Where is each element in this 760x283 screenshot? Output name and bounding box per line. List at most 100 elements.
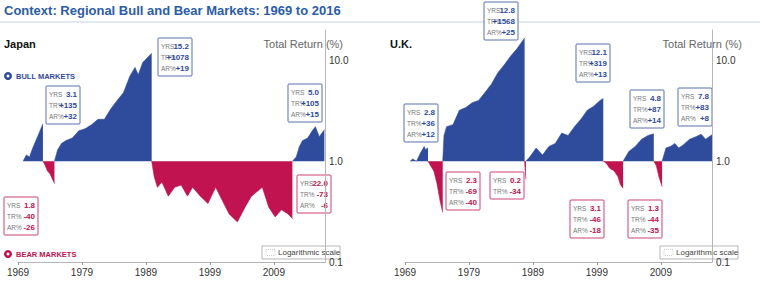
svg-text:0.2: 0.2 [510, 176, 522, 185]
svg-text:-26: -26 [23, 223, 35, 232]
svg-text:10.0: 10.0 [716, 55, 736, 66]
svg-text:1969: 1969 [394, 267, 417, 278]
svg-text:+105: +105 [301, 99, 320, 108]
svg-text:Context: Regional Bull and Bea: Context: Regional Bull and Bear Markets:… [4, 3, 341, 18]
svg-text:-46: -46 [589, 215, 601, 224]
svg-text:15.2: 15.2 [173, 42, 189, 51]
svg-text:-69: -69 [465, 187, 477, 196]
svg-text:12.1: 12.1 [591, 48, 607, 57]
svg-text:+8: +8 [700, 114, 710, 123]
svg-text:1.0: 1.0 [716, 156, 730, 167]
svg-text:2009: 2009 [263, 267, 286, 278]
svg-text:BULL MARKETS: BULL MARKETS [16, 72, 75, 81]
svg-text:+13: +13 [593, 70, 607, 79]
svg-text:-18: -18 [589, 226, 601, 235]
svg-text:10.0: 10.0 [329, 55, 349, 66]
svg-text:YRS: YRS [161, 43, 175, 50]
svg-text:5.0: 5.0 [308, 88, 320, 97]
svg-text:-35: -35 [647, 226, 659, 235]
svg-text:3.1: 3.1 [66, 90, 78, 99]
svg-text:AR%: AR% [681, 115, 696, 122]
svg-text:1989: 1989 [522, 267, 545, 278]
svg-text:-73: -73 [316, 190, 328, 199]
svg-text:1969: 1969 [7, 267, 30, 278]
svg-text:1999: 1999 [199, 267, 222, 278]
svg-text:1979: 1979 [458, 267, 481, 278]
svg-text:AR%: AR% [573, 227, 588, 234]
svg-text:-44: -44 [647, 215, 659, 224]
svg-text:TR%: TR% [573, 216, 588, 223]
svg-text:-40: -40 [23, 212, 35, 221]
svg-text:TR%: TR% [300, 191, 315, 198]
svg-text:12.8: 12.8 [499, 6, 515, 15]
svg-text:2009: 2009 [650, 267, 673, 278]
svg-text:Logarithmic scale: Logarithmic scale [676, 248, 739, 257]
svg-text:AR%: AR% [7, 224, 22, 231]
svg-text:+19: +19 [175, 64, 189, 73]
svg-text:+87: +87 [647, 105, 661, 114]
svg-text:YRS: YRS [7, 202, 21, 209]
svg-text:1999: 1999 [586, 267, 609, 278]
svg-text:Logarithmic scale: Logarithmic scale [278, 248, 341, 257]
svg-text:YRS: YRS [631, 205, 645, 212]
svg-text:+319: +319 [589, 59, 608, 68]
svg-text:Japan: Japan [4, 38, 36, 50]
svg-text:+1568: +1568 [493, 17, 516, 26]
svg-text:YRS: YRS [573, 205, 587, 212]
svg-text:YRS: YRS [493, 177, 507, 184]
svg-text:Total Return (%): Total Return (%) [264, 38, 343, 50]
svg-text:TR%: TR% [633, 106, 648, 113]
svg-text:-40: -40 [465, 198, 477, 207]
svg-text:AR%: AR% [49, 113, 64, 120]
svg-text:+32: +32 [63, 112, 77, 121]
svg-text:TR%: TR% [681, 104, 696, 111]
svg-text:Total Return (%): Total Return (%) [663, 38, 742, 50]
svg-text:2.8: 2.8 [424, 108, 436, 117]
svg-text:AR%: AR% [407, 131, 422, 138]
svg-text:TR%: TR% [449, 188, 464, 195]
svg-text:AR%: AR% [449, 199, 464, 206]
svg-text:+12: +12 [421, 130, 435, 139]
svg-text:YRS: YRS [49, 91, 63, 98]
svg-text:AR%: AR% [300, 202, 315, 209]
svg-text:1989: 1989 [135, 267, 158, 278]
svg-text:7.8: 7.8 [698, 92, 710, 101]
svg-text:0.1: 0.1 [716, 257, 730, 268]
svg-text:2.3: 2.3 [466, 176, 478, 185]
svg-text:AR%: AR% [291, 111, 306, 118]
svg-text:3.1: 3.1 [590, 204, 602, 213]
svg-text:TR%: TR% [493, 188, 508, 195]
svg-text:TR%: TR% [631, 216, 646, 223]
svg-text:AR%: AR% [487, 29, 502, 36]
svg-text:YRS: YRS [633, 95, 647, 102]
svg-text:+1078: +1078 [167, 53, 190, 62]
svg-text:1979: 1979 [71, 267, 94, 278]
svg-text:1.8: 1.8 [24, 201, 36, 210]
svg-text:0.1: 0.1 [329, 257, 343, 268]
svg-text:U.K.: U.K. [390, 38, 412, 50]
svg-text:AR%: AR% [631, 227, 646, 234]
svg-text:1.3: 1.3 [648, 204, 660, 213]
svg-text:YRS: YRS [681, 93, 695, 100]
svg-text:TR%: TR% [7, 213, 22, 220]
svg-text:+83: +83 [695, 103, 709, 112]
svg-text:+135: +135 [59, 101, 78, 110]
svg-text:22.0: 22.0 [312, 179, 328, 188]
svg-text:YRS: YRS [407, 109, 421, 116]
svg-text:+15: +15 [305, 110, 319, 119]
svg-text:+36: +36 [421, 119, 435, 128]
svg-text:TR%: TR% [407, 120, 422, 127]
svg-text:AR%: AR% [161, 65, 176, 72]
svg-text:AR%: AR% [633, 117, 648, 124]
svg-text:+25: +25 [501, 28, 515, 37]
svg-text:-6: -6 [321, 201, 329, 210]
svg-text:YRS: YRS [449, 177, 463, 184]
svg-text:YRS: YRS [291, 89, 305, 96]
svg-text:-34: -34 [509, 187, 521, 196]
svg-text:1.0: 1.0 [329, 156, 343, 167]
svg-text:4.8: 4.8 [650, 94, 662, 103]
svg-text:TR%: TR% [49, 102, 64, 109]
svg-text:AR%: AR% [579, 71, 594, 78]
svg-text:BEAR MARKETS: BEAR MARKETS [16, 250, 76, 259]
svg-text:+14: +14 [647, 116, 661, 125]
